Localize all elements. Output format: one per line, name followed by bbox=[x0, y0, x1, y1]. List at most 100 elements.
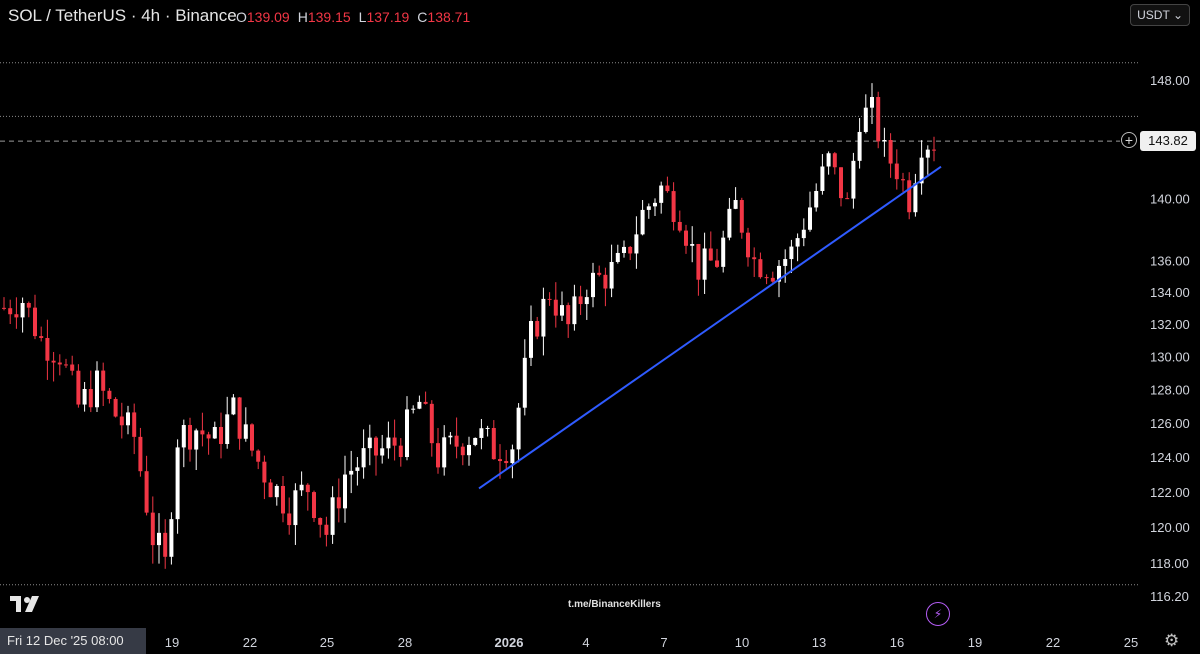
candle bbox=[126, 405, 130, 435]
candle bbox=[603, 267, 608, 307]
candle bbox=[380, 434, 385, 464]
trendline-group[interactable] bbox=[478, 165, 942, 490]
candle bbox=[467, 436, 471, 466]
candle bbox=[826, 151, 831, 175]
candle-body bbox=[448, 435, 453, 438]
candle bbox=[597, 265, 602, 277]
candle-body bbox=[398, 445, 403, 458]
candle-body bbox=[219, 426, 223, 444]
currency-label: USDT bbox=[1137, 8, 1170, 22]
candle bbox=[82, 381, 87, 412]
candle bbox=[324, 516, 329, 547]
candle-body bbox=[405, 409, 409, 458]
candle bbox=[281, 476, 285, 523]
candle-body bbox=[144, 471, 149, 513]
candle-body bbox=[119, 416, 124, 426]
candle-body bbox=[665, 185, 670, 192]
candle bbox=[628, 245, 633, 261]
candle-body bbox=[473, 437, 478, 445]
candle-body bbox=[628, 246, 633, 254]
candle bbox=[919, 140, 924, 195]
candle-body bbox=[808, 207, 812, 230]
candle-body bbox=[467, 444, 471, 456]
candle-body bbox=[355, 467, 360, 471]
candle-body bbox=[305, 484, 310, 493]
x-tick-label: 25 bbox=[320, 635, 334, 650]
candle bbox=[857, 118, 862, 169]
candle bbox=[33, 294, 37, 340]
candle-body bbox=[157, 532, 161, 546]
candle-body bbox=[566, 305, 571, 325]
candle-body bbox=[20, 302, 25, 318]
candle bbox=[454, 417, 459, 459]
candle-body bbox=[293, 490, 298, 526]
candle-body bbox=[367, 437, 372, 449]
candle bbox=[188, 417, 192, 462]
candle bbox=[560, 291, 564, 321]
candle-body bbox=[299, 484, 304, 491]
candle-body bbox=[789, 246, 794, 260]
candle-body bbox=[857, 131, 862, 161]
candle-body bbox=[175, 447, 180, 520]
candle-body bbox=[708, 248, 713, 261]
candle-body bbox=[609, 261, 614, 289]
candle-body bbox=[758, 259, 763, 278]
y-tick-label: 118.00 bbox=[1150, 556, 1189, 571]
candle-body bbox=[287, 513, 292, 526]
candle bbox=[553, 282, 558, 328]
candle-body bbox=[746, 232, 750, 258]
candle bbox=[26, 301, 31, 318]
candle bbox=[175, 439, 180, 534]
candle-body bbox=[374, 437, 378, 456]
candle-body bbox=[739, 200, 744, 233]
candle bbox=[268, 479, 273, 498]
candle bbox=[398, 438, 403, 467]
candle-body bbox=[188, 425, 192, 450]
candle bbox=[839, 167, 843, 207]
candle-body bbox=[101, 370, 106, 391]
candle bbox=[932, 136, 936, 162]
tradingview-logo-icon[interactable] bbox=[10, 594, 44, 619]
candle bbox=[274, 484, 279, 506]
candle-body bbox=[876, 96, 881, 142]
candle bbox=[392, 419, 397, 461]
candle bbox=[429, 400, 434, 457]
candle bbox=[789, 239, 794, 274]
candle-body bbox=[45, 337, 50, 361]
candle bbox=[888, 133, 893, 178]
candle-body bbox=[851, 160, 856, 199]
candle-body bbox=[361, 448, 366, 468]
candle bbox=[206, 431, 211, 455]
trendline[interactable] bbox=[478, 165, 942, 490]
ohlc-value: 137.19 bbox=[366, 9, 410, 25]
candle bbox=[14, 297, 19, 329]
ohlc-value: 138.71 bbox=[427, 9, 471, 25]
plus-circle-icon[interactable]: + bbox=[1121, 132, 1137, 148]
candle-body bbox=[572, 296, 577, 325]
horizontal-levels bbox=[0, 62, 1140, 586]
time-axis[interactable]: 19 22 25 28 2026 4 7 10 13 16 19 22 25 bbox=[165, 635, 1138, 650]
candle bbox=[150, 496, 155, 564]
candle-body bbox=[336, 497, 341, 509]
candle bbox=[746, 227, 750, 267]
symbol-title-text: SOL / TetherUS · 4h · Binance bbox=[8, 6, 237, 25]
candle bbox=[39, 326, 44, 342]
candle bbox=[535, 316, 540, 340]
candle bbox=[45, 319, 50, 380]
candle-body bbox=[591, 272, 595, 298]
gear-icon[interactable]: ⚙ bbox=[1164, 631, 1180, 650]
lightning-bolt-icon[interactable]: ⚡ bbox=[926, 602, 950, 626]
candle-body bbox=[560, 305, 564, 316]
candle bbox=[138, 427, 143, 477]
candle bbox=[330, 486, 335, 544]
candle bbox=[684, 224, 688, 254]
candle-body bbox=[752, 257, 757, 260]
currency-selector[interactable]: USDT ⌄ bbox=[1130, 4, 1190, 26]
candle-body bbox=[212, 426, 217, 439]
symbol-title[interactable]: SOL / TetherUS · 4h · Binance bbox=[8, 6, 237, 26]
candle-body bbox=[919, 157, 924, 184]
candle-body bbox=[181, 425, 186, 448]
candle bbox=[423, 391, 428, 405]
price-axis[interactable]: 148.00144.00140.00136.00134.00132.00130.… bbox=[1150, 73, 1190, 604]
